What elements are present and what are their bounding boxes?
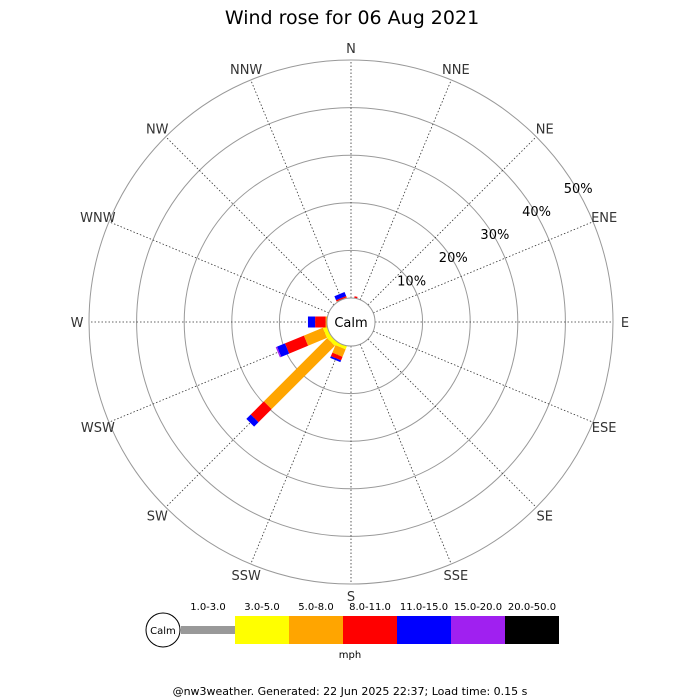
direction-label: ESE [592, 421, 617, 436]
direction-label: N [346, 42, 356, 57]
direction-label: W [71, 316, 84, 331]
direction-label: SE [537, 510, 553, 525]
legend-bin-label: 11.0-15.0 [400, 602, 448, 613]
legend-swatch [505, 616, 559, 644]
direction-label: E [621, 316, 629, 331]
legend-bin-label: 5.0-8.0 [298, 602, 333, 613]
legend-swatch [181, 626, 235, 634]
direction-label: S [347, 590, 355, 605]
footer-text: @nw3weather. Generated: 22 Jun 2025 22:3… [173, 685, 528, 698]
wind-bar-segment [334, 292, 347, 301]
speed-legend: Calm 1.0-3.0 3.0-5.0 5.0-8.0 8.0-11.0 11.0-1… [145, 602, 559, 661]
direction-label: SSE [443, 569, 468, 584]
grid-spoke [367, 136, 537, 306]
direction-label: NNE [442, 63, 470, 78]
wind-bar-segment [275, 346, 282, 358]
legend-bin-label: 20.0-50.0 [508, 602, 556, 613]
legend-calm-circle [145, 612, 181, 648]
direction-label: ENE [591, 211, 617, 226]
legend-swatch [397, 616, 451, 644]
legend-swatch [343, 616, 397, 644]
legend-swatch [451, 616, 505, 644]
ring-label: 10% [397, 274, 426, 289]
direction-labels: N NNE NE ENE E ESE SE SSE S SSW SW WSW W WNW NW NNW [71, 42, 630, 605]
grid-spoke [359, 79, 452, 300]
grid-spoke [373, 221, 594, 314]
wind-bar-segment [307, 316, 316, 328]
grid-ring [183, 154, 519, 490]
legend-unit: mph [339, 650, 361, 661]
wind-bar-segment [263, 338, 335, 410]
wind-bar-segment [284, 335, 309, 354]
ring-label: 20% [439, 251, 468, 266]
wind-bar-segment [322, 326, 331, 338]
direction-label: NE [536, 122, 554, 137]
grid-spoke [359, 344, 452, 565]
grid-spoke [250, 79, 343, 300]
legend-swatch [289, 616, 343, 644]
wind-bar-segment [250, 401, 272, 423]
direction-label: WNW [80, 211, 116, 226]
grid-spoke [367, 338, 537, 508]
wind-bar-segment [332, 345, 346, 357]
wind-bar-segment [325, 316, 327, 328]
wind-bar-segment [336, 295, 347, 302]
grid-ring [278, 249, 424, 395]
legend-bin-label: 3.0-5.0 [244, 602, 279, 613]
legend-swatch [235, 616, 289, 644]
ring-labels: 10% 20% 30% 40% 50% [397, 182, 592, 289]
legend-bin-label: 1.0-3.0 [190, 602, 225, 613]
direction-label: WSW [81, 421, 115, 436]
grid-ring [88, 59, 614, 585]
direction-label: SSW [231, 569, 261, 584]
calm-label: Calm [334, 316, 367, 331]
wind-bars [246, 292, 358, 427]
wind-bar-segment [315, 316, 326, 328]
legend-bin-label: 15.0-20.0 [454, 602, 502, 613]
ring-label: 30% [480, 228, 509, 243]
grid-spoke [373, 330, 594, 423]
direction-label: NNW [230, 63, 262, 78]
legend-calm-label: Calm [150, 626, 176, 637]
wind-bar-segment [303, 327, 327, 346]
wind-bar-segment [327, 335, 338, 346]
chart-title: Wind rose for 06 Aug 2021 [225, 7, 479, 29]
direction-label: SW [147, 510, 168, 525]
wind-bar-segment [246, 414, 259, 427]
ring-label: 40% [522, 205, 551, 220]
wind-bar-segment [330, 352, 343, 361]
grid-spoke [165, 136, 335, 306]
grid-spoke [108, 221, 329, 314]
grid-spoke [250, 344, 343, 565]
wind-bar-segment [330, 356, 342, 363]
ring-label: 50% [564, 182, 593, 197]
wind-bar-segment [277, 343, 290, 357]
wind-bar-segment [335, 342, 347, 350]
calm-circle: Calm [326, 297, 376, 347]
legend-bin-label: 8.0-11.0 [349, 602, 391, 613]
direction-label: NW [146, 122, 169, 137]
